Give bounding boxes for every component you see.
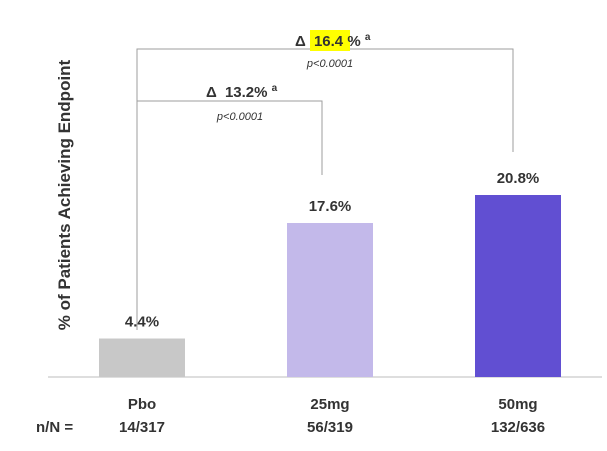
value-label-pbo: 4.4%	[125, 314, 159, 331]
delta-symbol: Δ	[295, 33, 306, 50]
n-label-25mg: 56/319	[307, 419, 353, 436]
n-prefix-label: n/N =	[36, 419, 73, 436]
delta-label-50mg: Δ 16.4 % a	[295, 32, 371, 50]
delta-unit: %	[347, 33, 360, 50]
category-labels-group: Pbo 25mg 50mg	[128, 396, 538, 413]
p-value-25mg: p<0.0001	[216, 111, 263, 123]
bars-group	[99, 195, 561, 377]
n-label-pbo: 14/317	[119, 419, 165, 436]
delta-value: 13.2%	[225, 84, 268, 101]
category-label-50mg: 50mg	[498, 396, 537, 413]
bar-50mg	[475, 195, 561, 377]
category-label-25mg: 25mg	[310, 396, 349, 413]
n-label-50mg: 132/636	[491, 419, 545, 436]
delta-value: 16.4	[314, 33, 344, 50]
category-label-pbo: Pbo	[128, 396, 156, 413]
delta-label-25mg: Δ 13.2% a	[206, 83, 278, 101]
value-label-25mg: 17.6%	[309, 198, 352, 215]
delta-highlight-50mg	[310, 30, 350, 51]
value-labels-group: 4.4% 17.6% 20.8%	[125, 170, 539, 331]
value-label-50mg: 20.8%	[497, 170, 540, 187]
delta-symbol: Δ	[206, 84, 217, 101]
n-labels-group: 14/317 56/319 132/636	[119, 419, 545, 436]
y-axis-label: % of Patients Achieving Endpoint	[55, 59, 74, 330]
delta-superscript: a	[365, 32, 371, 43]
delta-superscript: a	[272, 83, 278, 94]
p-value-50mg: p<0.0001	[306, 58, 353, 70]
bar-25mg	[287, 223, 373, 377]
bar-pbo	[99, 338, 185, 377]
comparison-bracket-25mg	[136, 100, 323, 330]
